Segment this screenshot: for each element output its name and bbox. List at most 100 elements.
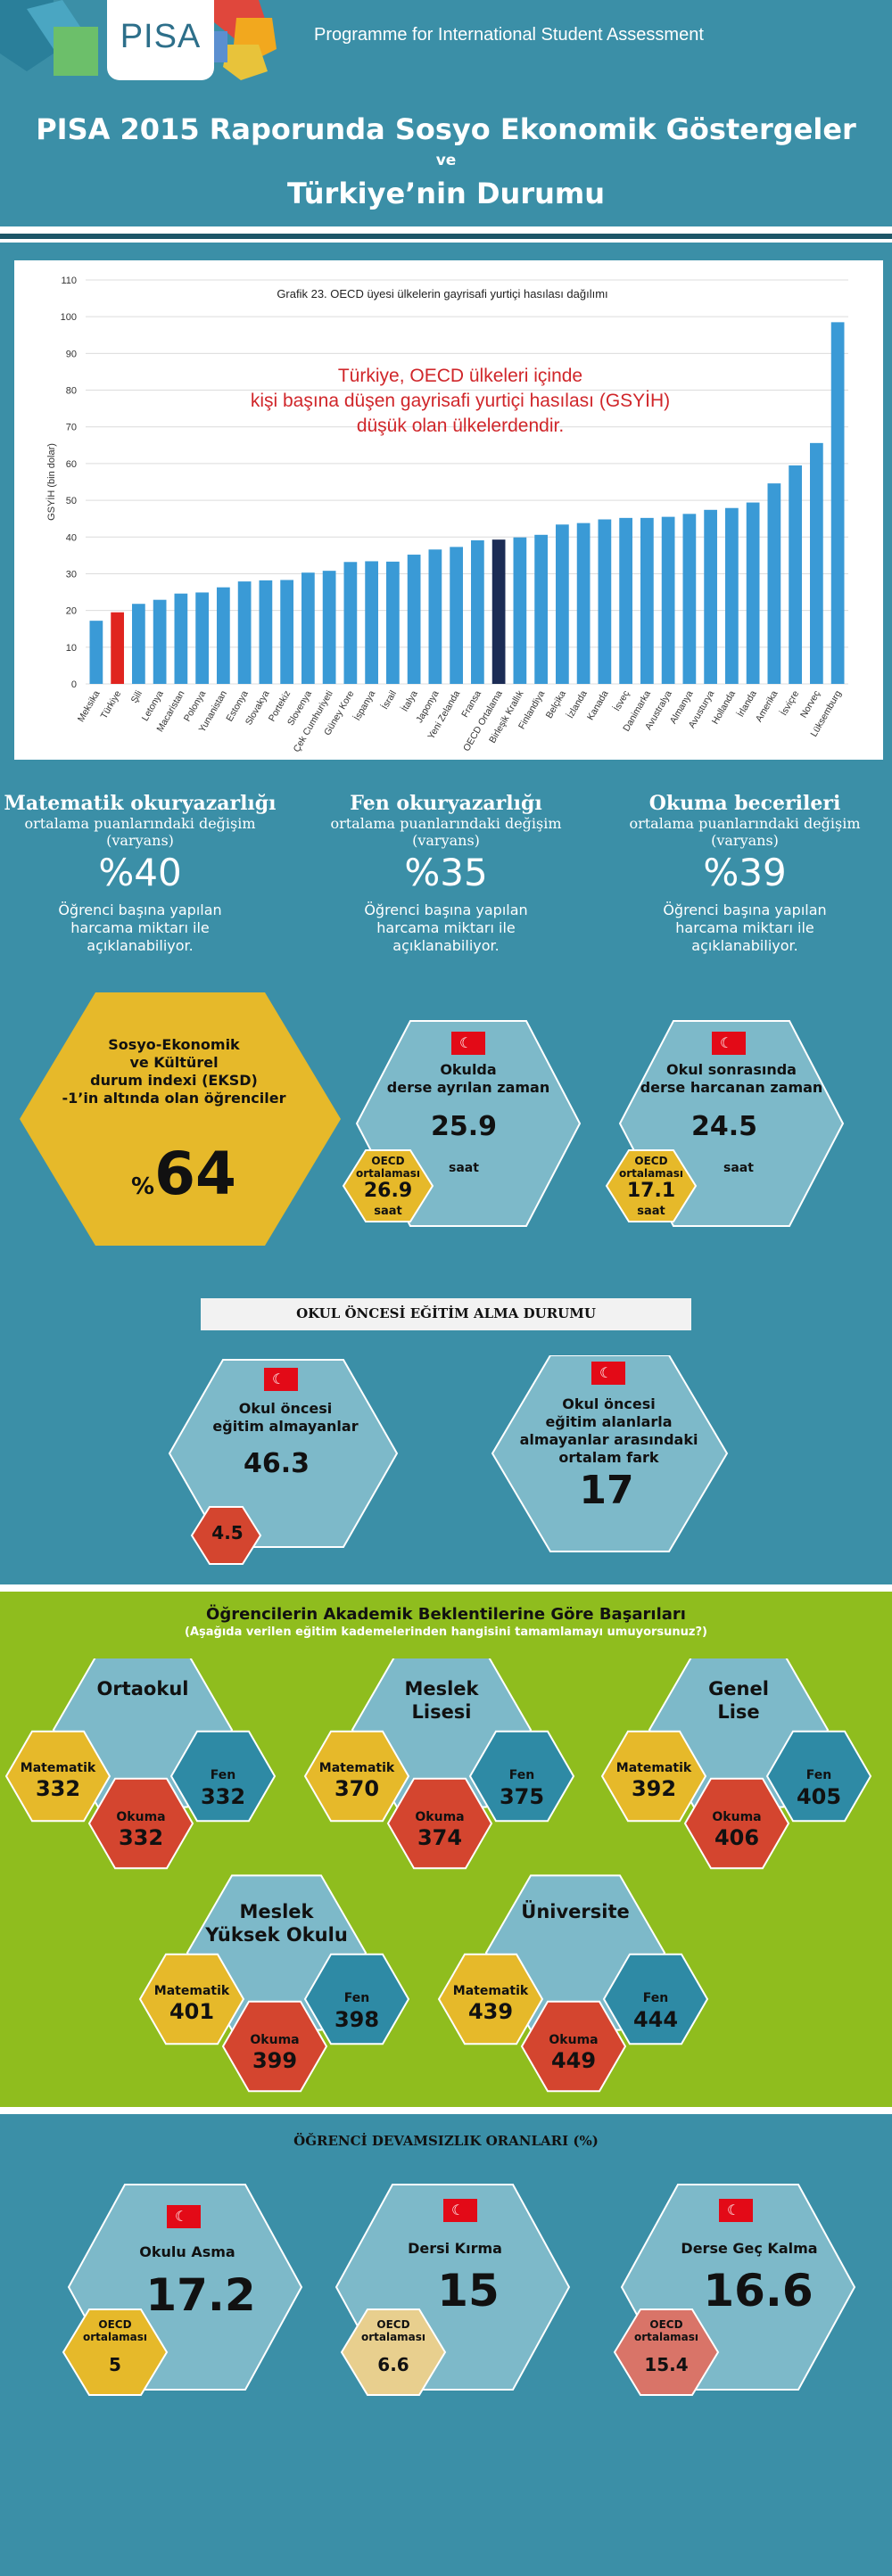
after-school-oecd-unit: saat	[637, 1205, 665, 1218]
bar	[746, 502, 760, 684]
stat-science-sub1: ortalama puanlarındaki değişim	[330, 815, 562, 832]
group-name: Yüksek Okulu	[205, 1924, 348, 1946]
no-preschool-label: Okul öncesi eğitim almayanlar	[196, 1400, 375, 1436]
science-label: Fen	[642, 1991, 669, 2005]
math-label: Matematik	[20, 1761, 96, 1775]
bar	[301, 572, 315, 684]
eksd-label: Sosyo-Ekonomik ve Kültürel durum indexi …	[54, 1036, 294, 1107]
after-school-label-2: derse harcanan zaman	[640, 1079, 823, 1096]
pisa-logo-text: PISA	[120, 18, 202, 55]
eksd-label-3: durum indexi (EKSD)	[90, 1072, 258, 1089]
group-name: Meslek	[404, 1678, 479, 1700]
bar	[556, 524, 569, 684]
expectations-groups: Ortaokul Matematik 332 Fen 332 Okuma 332 Meslek…	[0, 1658, 892, 2104]
reading-score-hexagon	[520, 2000, 627, 2093]
school-time-oecd-label: OECD ortalaması	[352, 1155, 424, 1180]
late-class-oecd-value: 15.4	[644, 2354, 689, 2375]
bar	[619, 517, 632, 684]
group-name: Üniversite	[521, 1901, 630, 1922]
turkey-flag-icon: ☾	[591, 1362, 625, 1385]
stat-math-desc-1: Öğrenci başına yapılan	[58, 901, 222, 918]
skip-class-oecd-label: OECD ortalaması	[358, 2318, 429, 2343]
science-label: Fen	[210, 1768, 236, 1782]
skip-class-oecd-value: 6.6	[377, 2354, 409, 2375]
science-score: 375	[499, 1784, 545, 1809]
math-score-hexagon	[138, 1953, 245, 2045]
eksd-value-wrap: %64	[112, 1140, 255, 1208]
bar	[598, 519, 612, 684]
math-score: 401	[169, 1999, 215, 2024]
stat-reading-sub2: (varyans)	[711, 832, 779, 849]
group-name: Genel	[708, 1678, 769, 1700]
no-preschool-oecd-value: 4.5	[211, 1522, 244, 1543]
stat-science-desc-1: Öğrenci başına yapılan	[364, 901, 528, 918]
stat-reading-desc-1: Öğrenci başına yapılan	[663, 901, 827, 918]
y-tick-label: 70	[66, 423, 77, 433]
after-school-unit: saat	[723, 1161, 754, 1175]
bar	[640, 517, 654, 684]
after-school-value: 24.5	[690, 1111, 758, 1142]
after-school-oecd-label-2: ortalaması	[618, 1167, 684, 1180]
bar	[343, 562, 358, 684]
y-tick-label: 100	[61, 312, 77, 323]
y-tick-label: 60	[66, 459, 77, 470]
page-title-ve: ve	[435, 152, 457, 169]
science-label: Fen	[508, 1768, 535, 1782]
skip-school-oecd-value: 5	[109, 2354, 121, 2375]
skip-school-oecd-label-1: OECD	[98, 2318, 132, 2331]
math-label: Matematik	[318, 1761, 395, 1775]
group-name: Ortaokul	[96, 1678, 189, 1700]
turkey-flag-icon: ☾	[719, 2199, 753, 2222]
bar	[534, 534, 548, 684]
bar	[682, 514, 697, 684]
x-tick-label: Meksika	[76, 688, 103, 723]
bar	[810, 442, 823, 684]
no-preschool-hexagon	[168, 1359, 399, 1548]
y-tick-label: 30	[66, 569, 77, 580]
stat-math: Matematik okuryazarlığı ortalama puanlar…	[2, 792, 278, 955]
page-title-line2: Türkiye’nin Durumu	[286, 177, 605, 210]
bar	[132, 604, 145, 684]
absence-hex-graphic	[62, 2184, 856, 2396]
science-score-hexagon	[303, 1953, 410, 2045]
y-tick-label: 110	[61, 276, 77, 286]
no-preschool-oecd-hexagon	[190, 1506, 262, 1565]
math-score-hexagon	[600, 1730, 707, 1823]
bar	[513, 537, 527, 684]
bar	[174, 593, 188, 684]
stat-reading-sub1: ortalama puanlarındaki değişim	[629, 815, 861, 832]
stat-science: Fen okuryazarlığı ortalama puanlarındaki…	[308, 792, 584, 955]
preschool-diff-label-4: ortalam fark	[558, 1449, 659, 1466]
late-class-oecd-hexagon	[613, 2309, 720, 2396]
turkey-flag-icon: ☾	[167, 2205, 201, 2228]
after-school-label: Okul sonrasında derse harcanan zaman	[638, 1061, 825, 1097]
after-school-oecd-label-1: OECD	[634, 1155, 668, 1167]
stat-science-title: Fen okuryazarlığı	[350, 792, 542, 815]
school-time-unit: saat	[449, 1161, 479, 1175]
school-time-oecd-hexagon	[342, 1149, 434, 1222]
expectations-hex-graphic	[4, 1658, 872, 2093]
after-school-oecd-label: OECD ortalaması	[615, 1155, 687, 1180]
x-tick-label: İsrail	[379, 688, 399, 712]
reading-score-hexagon	[87, 1777, 194, 1870]
bar	[661, 516, 675, 684]
skip-class-label: Dersi Kırma	[408, 2240, 502, 2257]
bar	[767, 483, 781, 684]
after-school-label-1: Okul sonrasında	[666, 1061, 797, 1078]
after-school-oecd-hexagon	[605, 1149, 698, 1222]
math-score: 370	[334, 1776, 380, 1801]
science-label: Fen	[343, 1991, 370, 2005]
bar	[450, 547, 463, 684]
school-time-value: 25.9	[430, 1111, 498, 1142]
bar	[237, 581, 252, 684]
group-name: Lise	[717, 1701, 760, 1723]
math-label: Matematik	[452, 1984, 529, 1998]
chart-annotation: kişi başına düşen gayrisafi yurtiçi hası…	[251, 391, 670, 411]
reading-label: Okuma	[712, 1810, 762, 1824]
variance-stats: Matematik okuryazarlığı ortalama puanlar…	[0, 792, 892, 970]
no-preschool-label-2: eğitim almayanlar	[212, 1418, 359, 1435]
bar	[471, 539, 484, 684]
y-tick-label: 40	[66, 532, 77, 543]
y-tick-label: 20	[66, 606, 77, 617]
divider-white-thin	[0, 239, 892, 243]
